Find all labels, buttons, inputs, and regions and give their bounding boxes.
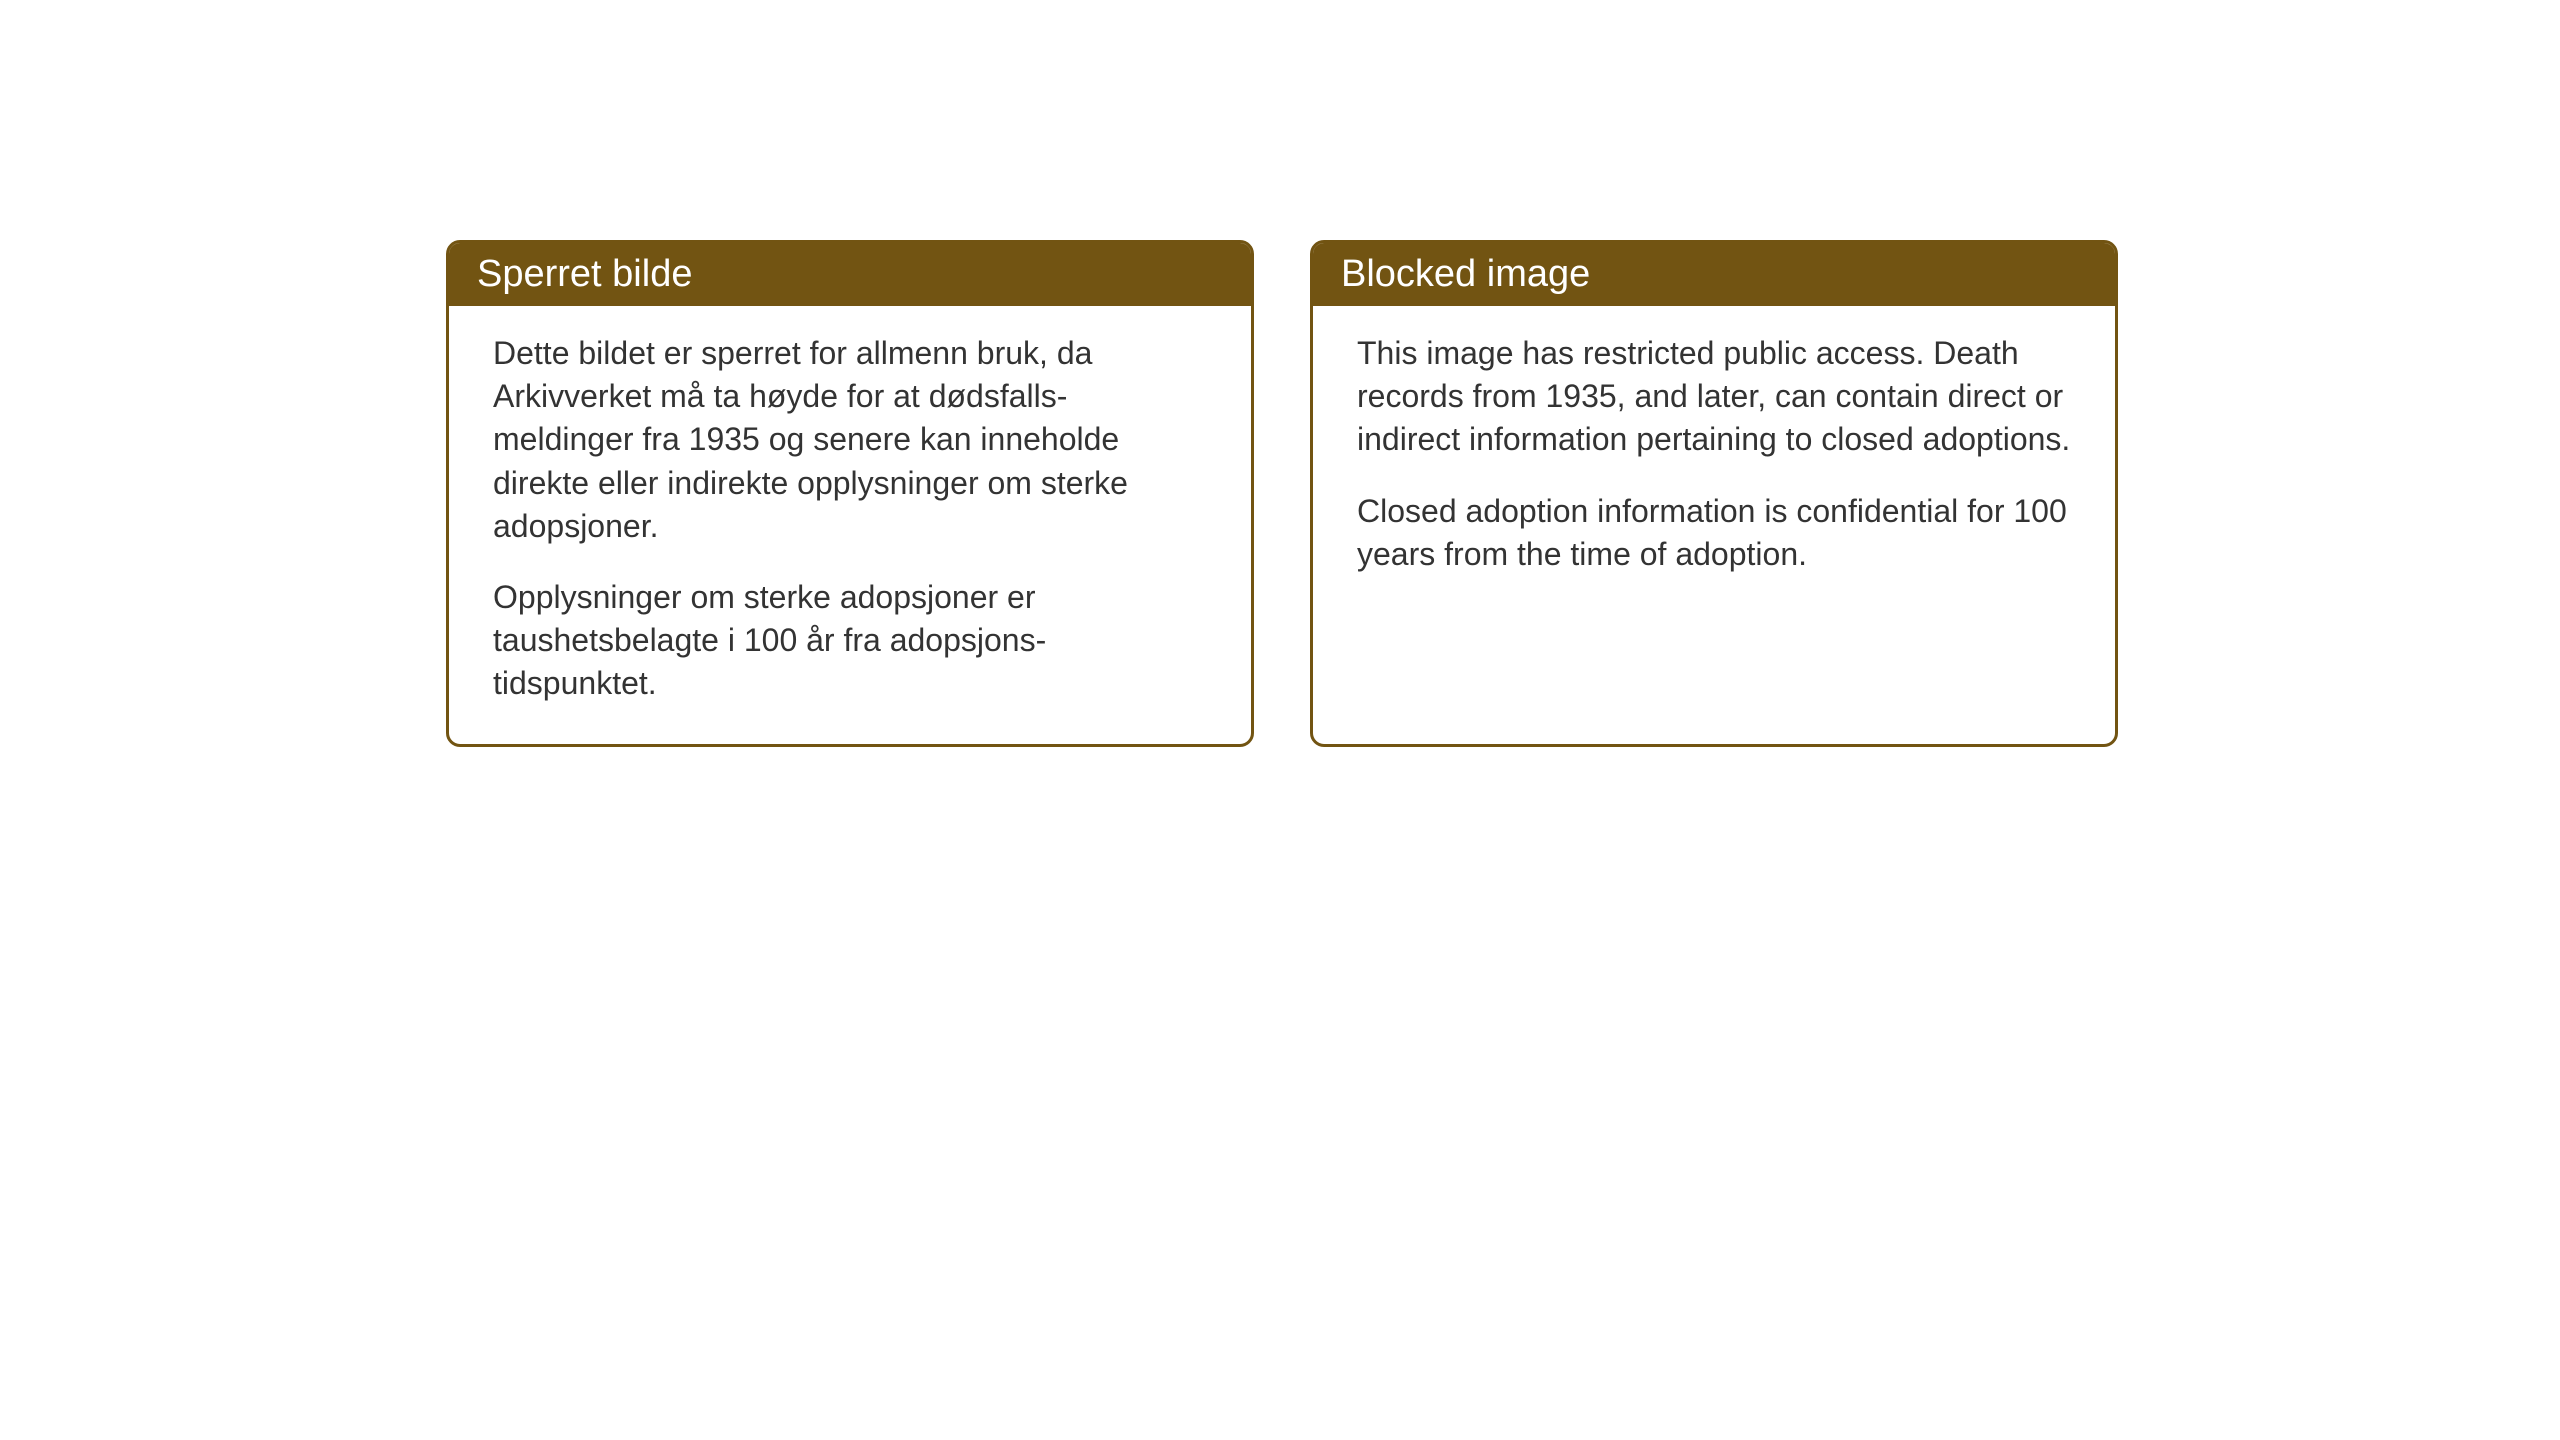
paragraph-english-2: Closed adoption information is confident… — [1357, 490, 2071, 576]
paragraph-norwegian-2: Opplysninger om sterke adopsjoner er tau… — [493, 576, 1207, 706]
card-header-norwegian: Sperret bilde — [449, 243, 1251, 306]
notice-container: Sperret bilde Dette bildet er sperret fo… — [446, 240, 2118, 747]
paragraph-norwegian-1: Dette bildet er sperret for allmenn bruk… — [493, 332, 1207, 548]
paragraph-english-1: This image has restricted public access.… — [1357, 332, 2071, 462]
notice-card-english: Blocked image This image has restricted … — [1310, 240, 2118, 747]
card-body-norwegian: Dette bildet er sperret for allmenn bruk… — [449, 306, 1251, 744]
card-header-english: Blocked image — [1313, 243, 2115, 306]
notice-card-norwegian: Sperret bilde Dette bildet er sperret fo… — [446, 240, 1254, 747]
card-body-english: This image has restricted public access.… — [1313, 306, 2115, 614]
